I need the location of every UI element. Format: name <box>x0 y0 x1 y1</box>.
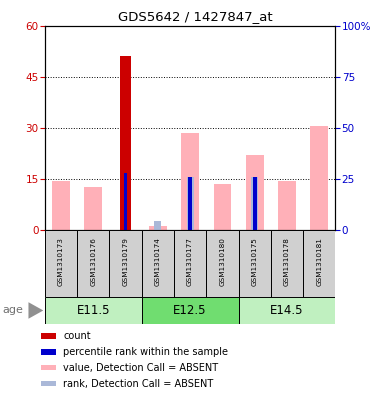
Text: value, Detection Call = ABSENT: value, Detection Call = ABSENT <box>63 363 218 373</box>
Text: rank, Detection Call = ABSENT: rank, Detection Call = ABSENT <box>63 378 214 389</box>
Bar <box>142 297 239 324</box>
Bar <box>124 173 128 230</box>
Text: GSM1310175: GSM1310175 <box>252 237 258 286</box>
Text: E11.5: E11.5 <box>76 304 110 317</box>
Bar <box>142 230 174 297</box>
Text: E14.5: E14.5 <box>270 304 304 317</box>
Bar <box>206 230 239 297</box>
Text: E12.5: E12.5 <box>174 304 207 317</box>
Bar <box>239 230 271 297</box>
Bar <box>149 226 167 230</box>
Text: GSM1310176: GSM1310176 <box>90 237 96 286</box>
Bar <box>110 230 142 297</box>
Text: GSM1310177: GSM1310177 <box>187 237 193 286</box>
Text: GSM1310180: GSM1310180 <box>220 237 225 286</box>
Bar <box>181 133 199 230</box>
Text: GSM1310178: GSM1310178 <box>284 237 290 286</box>
Text: GDS5642 / 1427847_at: GDS5642 / 1427847_at <box>118 10 272 23</box>
Bar <box>45 297 142 324</box>
Polygon shape <box>28 302 43 319</box>
Bar <box>310 126 328 230</box>
Bar <box>188 177 192 230</box>
Bar <box>239 297 335 324</box>
Bar <box>303 230 335 297</box>
Bar <box>77 230 110 297</box>
Bar <box>52 180 70 230</box>
Text: count: count <box>63 331 91 341</box>
Bar <box>246 155 264 230</box>
Text: GSM1310174: GSM1310174 <box>155 237 161 286</box>
Bar <box>251 177 258 230</box>
Text: GSM1310173: GSM1310173 <box>58 237 64 286</box>
Text: GSM1310179: GSM1310179 <box>122 237 129 286</box>
Bar <box>41 333 56 339</box>
Bar <box>278 180 296 230</box>
Bar <box>253 177 257 230</box>
Text: percentile rank within the sample: percentile rank within the sample <box>63 347 229 357</box>
Bar <box>41 381 56 386</box>
Text: age: age <box>2 305 23 316</box>
Bar <box>45 230 77 297</box>
Bar <box>186 177 194 230</box>
Bar <box>41 365 56 371</box>
Bar <box>84 187 102 230</box>
Bar <box>174 230 206 297</box>
Bar <box>271 230 303 297</box>
Bar <box>120 56 131 230</box>
Bar <box>214 184 231 230</box>
Bar <box>41 349 56 354</box>
Text: GSM1310181: GSM1310181 <box>316 237 322 286</box>
Bar <box>154 221 161 230</box>
